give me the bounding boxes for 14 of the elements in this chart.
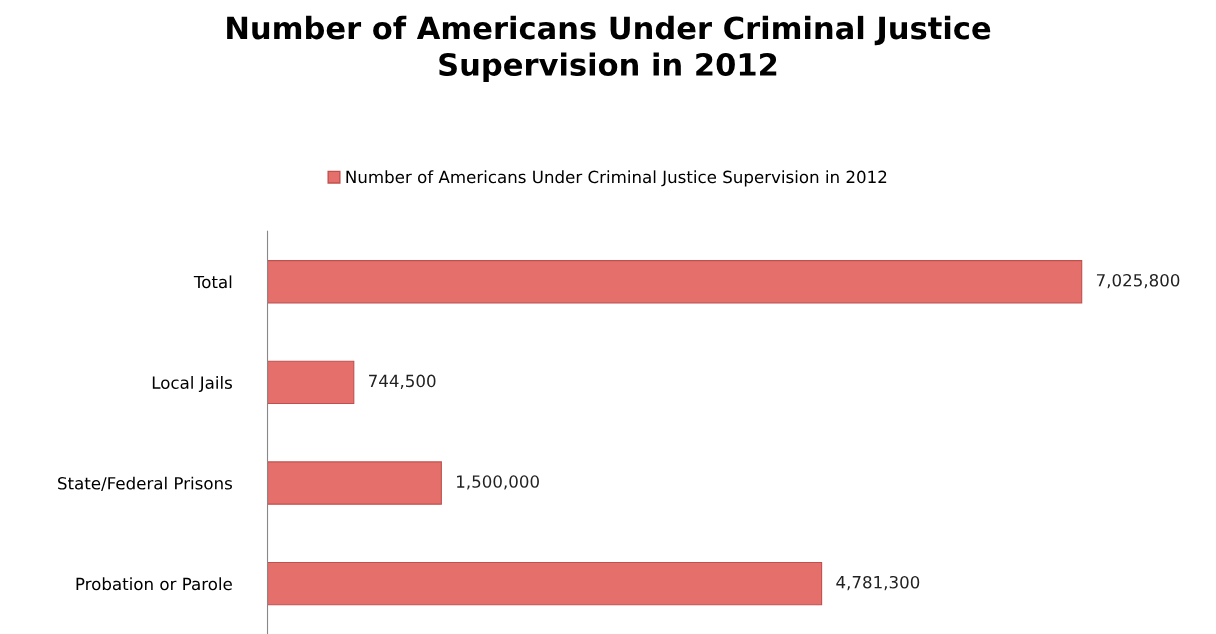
y-tick-label: Probation or Parole — [76, 577, 232, 591]
bar — [267, 461, 442, 505]
chart-title: Number of Americans Under Criminal Justice Supervision in 2012 — [227, 15, 991, 82]
data-label: 1,500,000 — [457, 475, 539, 490]
y-tick-label: State/Federal Prisons — [58, 476, 232, 491]
bar — [267, 260, 1083, 304]
y-tick-label: Total — [193, 275, 232, 289]
data-label: 7,025,800 — [1096, 273, 1180, 289]
bar — [267, 360, 355, 405]
y-tick-label: Local Jails — [152, 376, 232, 393]
data-label: 4,781,300 — [836, 575, 920, 591]
data-label: 744,500 — [369, 374, 436, 389]
bar — [267, 561, 823, 606]
legend-label: Number of Americans Under Criminal Justice Supervision in 2012 — [346, 170, 887, 187]
